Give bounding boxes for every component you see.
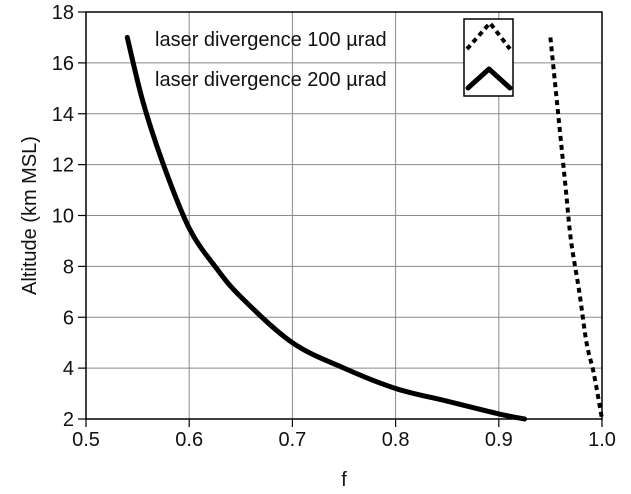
x-tick-label-4: 0.9 (485, 429, 513, 451)
y-tick-label-7: 16 (52, 53, 74, 75)
y-tick-label-0: 2 (63, 409, 74, 431)
labels: 0.5 0.6 0.7 0.8 0.9 1.0 2 4 6 8 10 12 14 16 18 f Altitud… (19, 2, 616, 491)
y-tick-label-8: 18 (52, 2, 74, 24)
x-tick-label-2: 0.7 (278, 429, 306, 451)
y-tick-label-4: 10 (52, 206, 74, 228)
y-tick-label-5: 12 (52, 155, 74, 177)
x-tick-label-0: 0.5 (72, 429, 100, 451)
series-line-1 (124, 34, 528, 422)
legend-swatch-0 (465, 19, 512, 51)
y-tick-label-3: 8 (63, 256, 74, 278)
y-tick-label-1: 4 (63, 358, 74, 380)
ticks (78, 11, 603, 427)
series-group (124, 34, 604, 422)
legend-label-1: laser divergence 200 µrad (155, 69, 387, 91)
legend-swatch-1 (465, 66, 513, 91)
x-axis-title: f (341, 469, 347, 491)
y-axis-title: Altitude (km MSL) (19, 136, 41, 295)
x-tick-label-1: 0.6 (175, 429, 203, 451)
x-tick-label-5: 1.0 (588, 429, 616, 451)
legend: laser divergence 100 µrad laser divergenc… (155, 18, 514, 97)
y-tick-label-6: 14 (52, 104, 74, 126)
legend-label-0: laser divergence 100 µrad (155, 29, 387, 51)
x-tick-label-3: 0.8 (382, 429, 410, 451)
y-tick-label-2: 6 (63, 307, 74, 329)
series-line-0 (548, 37, 604, 420)
